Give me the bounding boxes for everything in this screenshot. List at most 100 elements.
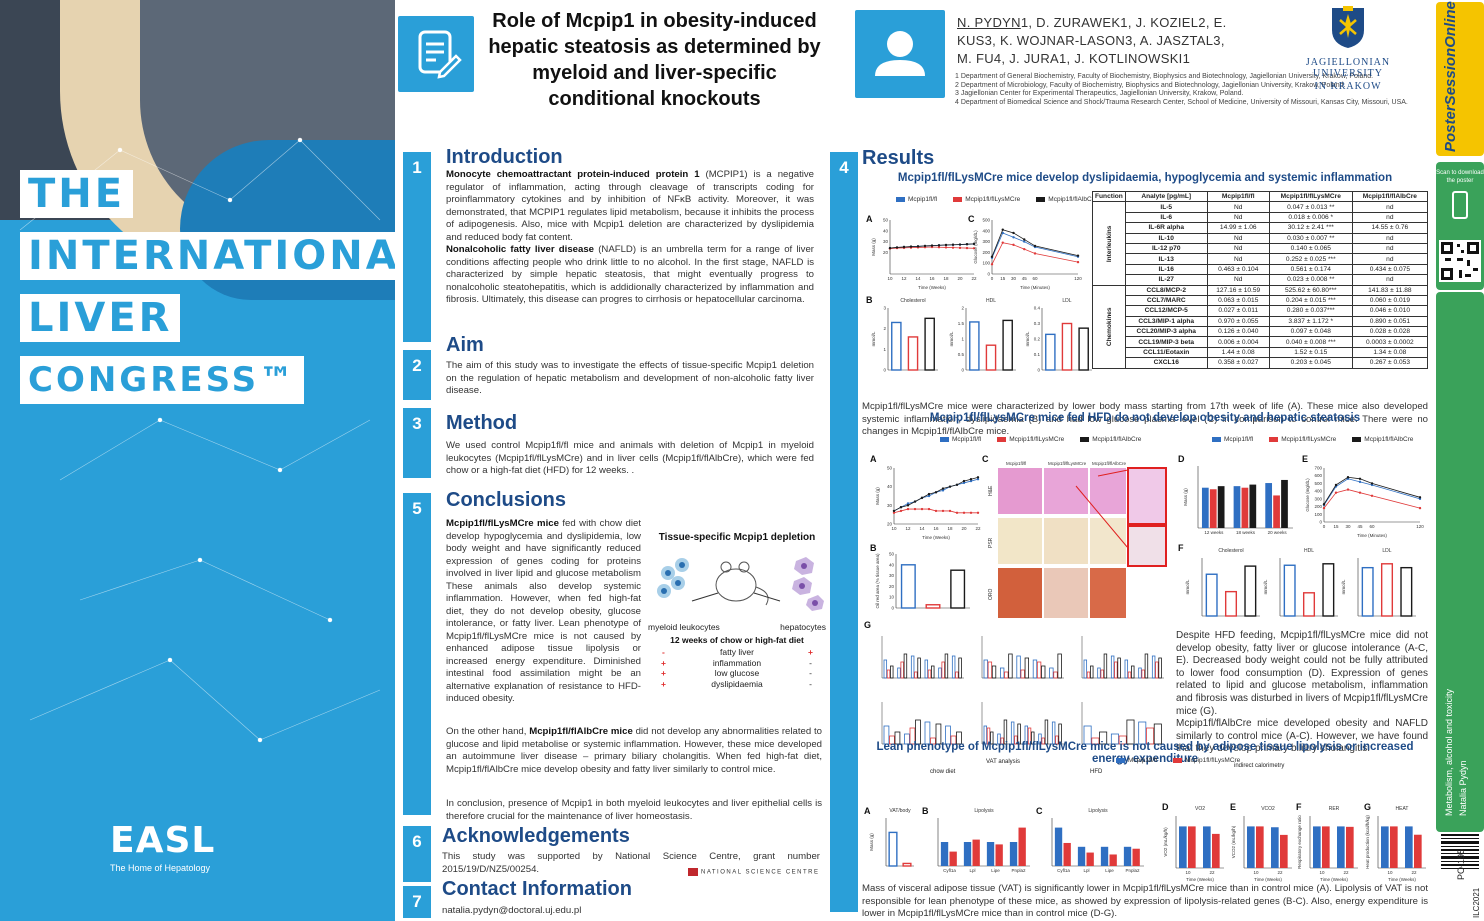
- series-line: [991, 242, 1079, 265]
- easl-wordmark: EASL: [110, 820, 216, 861]
- function-cell: Interleukins: [1092, 201, 1126, 286]
- data-point: [955, 483, 959, 486]
- x-tick-label: 30: [1011, 276, 1017, 281]
- co-authors: 1, D. ZURAWEK1, J. KOZIEL2, E. KUS3, K. …: [957, 15, 1227, 66]
- scan-label: Scan to download the poster: [1436, 170, 1484, 184]
- bar: [888, 831, 898, 867]
- poster-title: Role of Mcpip1 in obesity-induced hepati…: [488, 10, 821, 110]
- bar: [956, 731, 962, 745]
- bar: [1414, 834, 1422, 868]
- x-tick-label: Pnpla2: [1011, 868, 1026, 873]
- bar: [1110, 733, 1119, 745]
- legend-label: Mcpip1fl/flAlbCre: [1092, 436, 1142, 443]
- histology-panel: H&E PSR ORO Mcpip1fl/fl Mcpip1fl/flLysMC…: [988, 458, 1170, 628]
- svg-text:Mcpip1fl/flAlbCre: Mcpip1fl/flAlbCre: [1092, 461, 1127, 466]
- table-cell: 0.027 ± 0.011: [1206, 305, 1270, 317]
- intro-term: Nonalcoholic fatty liver disease: [446, 244, 594, 255]
- phenotype-row: + low glucose -: [657, 668, 817, 679]
- y-axis-label: mmol/L: [1025, 331, 1030, 346]
- y-tick-label: 1.5: [958, 321, 965, 326]
- bar: [945, 725, 951, 745]
- x-tick-label: Cyfl1a: [943, 868, 956, 873]
- x-tick-label: 12: [905, 526, 911, 531]
- data-point: [944, 246, 948, 249]
- data-point: [934, 509, 938, 513]
- intro-paragraph: (NAFLD) is an umbrella term for a range …: [446, 244, 814, 305]
- table-cell: 0.890 ± 0.051: [1351, 315, 1429, 328]
- hepatocytes-label: hepatocytes: [780, 622, 826, 632]
- bar: [1217, 486, 1225, 528]
- bar: [941, 661, 945, 679]
- x-tick-label: 10: [1319, 870, 1325, 875]
- data-point: [969, 479, 973, 483]
- table-header: Mcpip1fl/fl: [1206, 190, 1270, 203]
- data-point: [913, 507, 917, 511]
- congress-code: ILC2021: [1472, 887, 1481, 918]
- results-text-1: Mcpip1fl/flLysMCre mice were characteriz…: [862, 401, 1428, 437]
- x-axis-label: Time (Minutes): [1357, 533, 1387, 538]
- bar: [1109, 854, 1117, 866]
- congress-word: THE: [20, 170, 134, 218]
- data-point: [1358, 477, 1362, 480]
- bar: [1241, 487, 1249, 528]
- panel-label: E: [1302, 454, 1309, 464]
- table-cell: 14.55 ± 0.76: [1351, 222, 1429, 234]
- section-title: Contact Information: [442, 878, 632, 900]
- bar: [1099, 731, 1108, 745]
- data-point: [895, 246, 899, 249]
- qr-code-icon[interactable]: [1439, 240, 1481, 282]
- bar: [1100, 846, 1109, 866]
- chart-oil-red-hfd: Oil red area (% tissue area) 0 10 20 30 40 50: [875, 552, 970, 611]
- section-title: Introduction: [446, 146, 563, 168]
- bar: [900, 564, 916, 609]
- data-point: [965, 242, 969, 246]
- chart-title: VCO2: [1261, 806, 1275, 812]
- x-tick-label: 120: [1074, 276, 1082, 281]
- myeloid-sign: +: [660, 668, 666, 678]
- barcode-icon: [1441, 834, 1479, 869]
- table-cell: CCL19/MIP-3 beta: [1124, 336, 1208, 348]
- section-number: 2: [403, 350, 431, 400]
- panel-label: D: [1178, 454, 1185, 464]
- bar: [958, 657, 962, 679]
- table-cell: IL-27: [1124, 274, 1208, 286]
- table-cell: Nd: [1206, 242, 1270, 255]
- section-number: 6: [403, 826, 431, 882]
- bar: [883, 725, 890, 745]
- section-number: 3: [403, 408, 431, 478]
- x-tick-label: 60: [1369, 524, 1375, 529]
- bar: [1009, 842, 1018, 866]
- bar: [930, 737, 936, 745]
- aim-text: The aim of this study was to investigate…: [446, 360, 814, 396]
- hepatocyte-sign: -: [809, 668, 812, 678]
- phenotype-label: dyslipidaemia: [711, 678, 763, 689]
- data-point: [1334, 483, 1338, 487]
- table-header: Function: [1092, 190, 1126, 203]
- contact-email[interactable]: natalia.pydyn@doctoral.uj.edu.pl: [442, 905, 582, 916]
- data-point: [972, 247, 976, 250]
- x-tick-label: 22: [971, 276, 977, 281]
- x-axis-label: Time (Weeks): [1254, 877, 1282, 882]
- y-axis-label: Respiratory exchange ratio: [1297, 815, 1302, 869]
- y-tick-label: 0.2: [1034, 337, 1041, 342]
- y-tick-label: 30: [883, 239, 889, 244]
- x-tick-label: 20: [961, 526, 967, 531]
- method-text: We used control Mcpip1fl/fl mice and ani…: [446, 440, 814, 476]
- legend-2: Mcpip1fl/fl Mcpip1fl/flLysMCre Mcpip1fl/…: [940, 436, 1141, 443]
- y-tick-label: 20: [889, 584, 895, 589]
- y-axis-label: Heat production (kcal/h/kg): [1365, 815, 1370, 869]
- data-point: [1033, 252, 1037, 255]
- data-point: [944, 243, 948, 247]
- y-tick-label: 300: [1314, 496, 1322, 501]
- depletion-title: Tissue-specific Mcpip1 depletion: [658, 532, 816, 543]
- legend-item: Mcpip1fl/flAlbCre: [1352, 436, 1413, 443]
- chart-lipolysis-hfd: Lipolysis Cyfl1a Lpl Lipe Pnpla2: [1051, 808, 1144, 873]
- table-cell: 0.018 ± 0.006 *: [1268, 211, 1353, 224]
- table-cell: IL-10: [1124, 232, 1208, 244]
- svg-text:Mcpip1fl/fl: Mcpip1fl/fl: [1006, 461, 1026, 466]
- chart-cholesterol-hfd: Cholesterol mmol/L: [1185, 548, 1260, 617]
- svg-text:ORO: ORO: [988, 589, 994, 601]
- bar: [1110, 655, 1115, 679]
- results-subhead-2: Mcpip1fl/flLysMCre mice fed HFD do not d…: [929, 412, 1361, 424]
- bar: [900, 661, 904, 679]
